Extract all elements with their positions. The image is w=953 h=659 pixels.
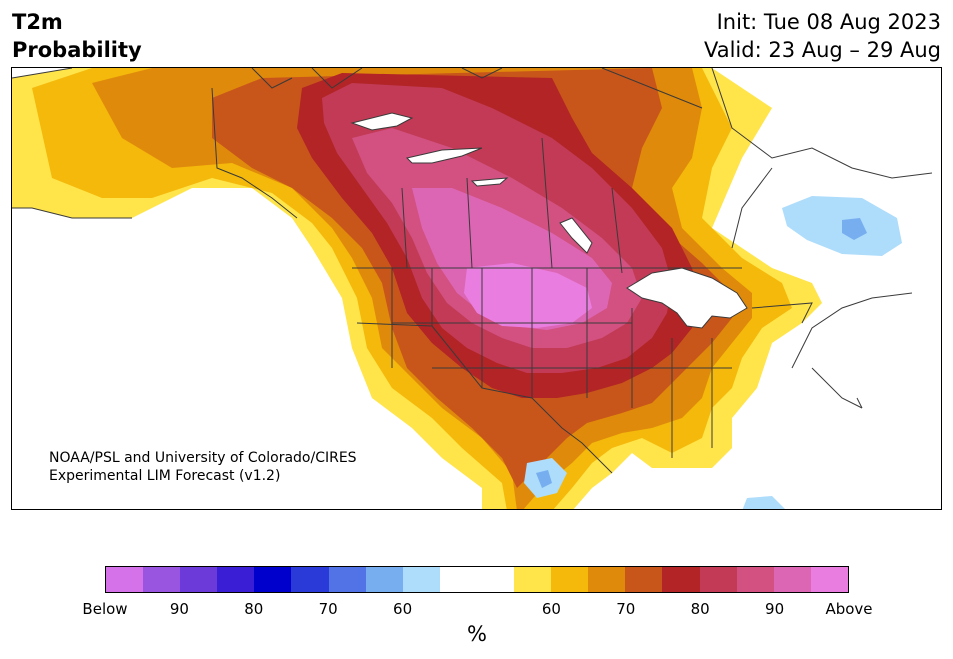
colorbar-swatch <box>180 567 218 592</box>
colorbar-tick-label: 60 <box>393 600 413 618</box>
shade-below70-mexico <box>536 470 552 488</box>
forecast-dates: Init: Tue 08 Aug 2023 Valid: 23 Aug – 29… <box>704 8 941 64</box>
colorbar <box>105 566 849 593</box>
map-canvas <box>12 68 933 509</box>
lake-great-bear <box>350 112 414 131</box>
colorbar-tick-label: 90 <box>765 600 785 618</box>
colorbar-tick-label: 70 <box>616 600 636 618</box>
lake-great-slave <box>406 147 483 164</box>
colorbar-swatch <box>699 567 737 592</box>
colorbar-swatch <box>662 567 700 592</box>
colorbar-tick-label: 70 <box>318 600 338 618</box>
colorbar-swatch <box>254 567 292 592</box>
colorbar-swatch <box>439 567 477 592</box>
colorbar-swatch <box>143 567 181 592</box>
colorbar-swatch <box>773 567 811 592</box>
colorbar-swatch <box>328 567 366 592</box>
colorbar-swatch <box>106 567 144 592</box>
lake-athabasca <box>470 177 509 187</box>
colorbar-tick-label: 80 <box>690 600 710 618</box>
colorbar-swatch <box>514 567 552 592</box>
colorbar-swatch <box>588 567 626 592</box>
colorbar-tick-label: 80 <box>244 600 264 618</box>
probability-map <box>11 67 942 510</box>
credit-line-2: Experimental LIM Forecast (v1.2) <box>49 468 281 484</box>
colorbar-swatch <box>736 567 774 592</box>
colorbar-tick-label: 90 <box>169 600 189 618</box>
colorbar-tick-label: Below <box>82 600 128 618</box>
title-variable: T2m <box>12 10 63 34</box>
map-title: T2m Probability <box>12 8 142 64</box>
colorbar-swatch <box>625 567 663 592</box>
credit-text: NOAA/PSL and University of Colorado/CIRE… <box>49 449 357 485</box>
colorbar-tick-label: 60 <box>541 600 561 618</box>
colorbar-swatch <box>476 567 515 592</box>
colorbar-swatch <box>551 567 589 592</box>
shade-below60-gulf <box>742 496 785 509</box>
colorbar-unit: % <box>467 622 487 646</box>
credit-line-1: NOAA/PSL and University of Colorado/CIRE… <box>49 450 357 466</box>
colorbar-swatch <box>810 567 848 592</box>
colorbar-swatch <box>217 567 255 592</box>
colorbar-swatch <box>291 567 329 592</box>
shade-above <box>464 263 592 328</box>
title-metric: Probability <box>12 38 142 62</box>
colorbar-swatch <box>365 567 403 592</box>
political-boundaries <box>12 68 933 474</box>
init-date: Init: Tue 08 Aug 2023 <box>716 10 941 34</box>
great-lakes <box>626 267 748 329</box>
shade-below70-quebec <box>842 218 867 240</box>
colorbar-tick-label: Above <box>825 600 873 618</box>
colorbar-swatch <box>402 567 440 592</box>
valid-range: Valid: 23 Aug – 29 Aug <box>703 38 941 62</box>
lake-winnipeg <box>559 217 593 254</box>
